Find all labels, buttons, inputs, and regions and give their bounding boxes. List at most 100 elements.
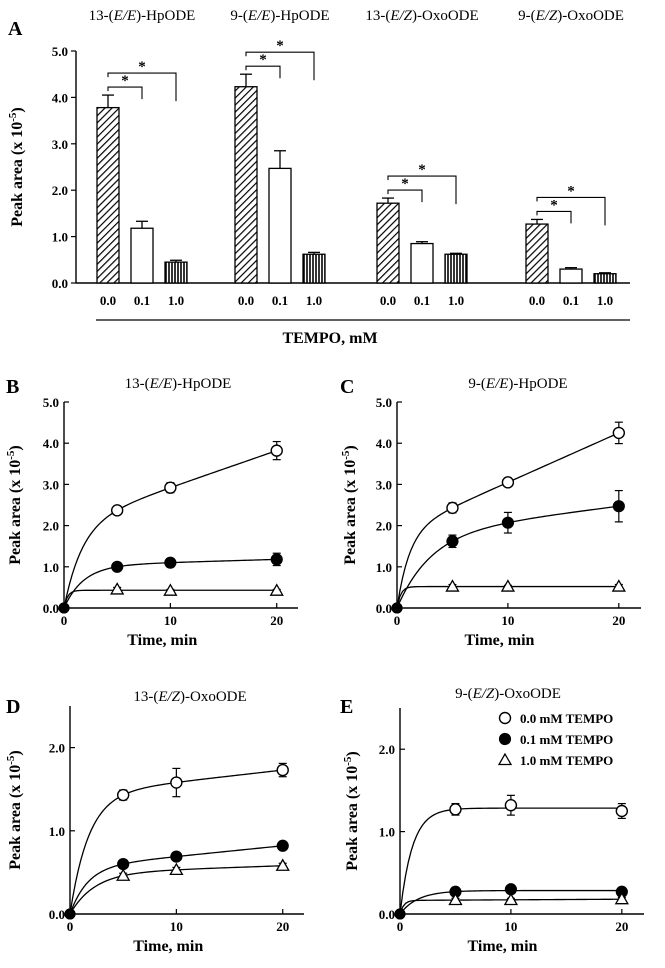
bar <box>559 268 583 284</box>
legend-label: 1.0 mM TEMPO <box>520 753 613 768</box>
category-label: 0.0 <box>100 293 116 308</box>
x-tick-label: 10 <box>501 613 514 628</box>
bar <box>96 106 120 284</box>
point-open-triangle <box>500 579 516 592</box>
category-label: 0.1 <box>134 293 150 308</box>
bar <box>593 273 617 284</box>
category-label: 1.0 <box>597 293 613 308</box>
point-open-triangle <box>503 892 519 906</box>
point-open-circle <box>116 788 130 802</box>
point-filled-circle <box>276 839 289 852</box>
x-tick-label: 10 <box>504 919 517 934</box>
series <box>64 839 289 920</box>
y-tick-label: 2.0 <box>379 742 395 757</box>
x-axis-label: Time, min <box>465 632 535 649</box>
legend: 0.0 mM TEMPO 0.1 mM TEMPO 1.0 mM TEMPO <box>497 711 613 768</box>
y-tick-label: 4.0 <box>52 90 68 105</box>
group-title: 13-(E/Z)-OxoODE <box>365 8 478 24</box>
x-tick-label: 20 <box>270 613 283 628</box>
point-filled-circle <box>117 857 130 871</box>
point-filled-circle <box>170 850 183 863</box>
bar <box>164 261 188 284</box>
panel-e: E 9-(E/Z)-OxoODE 0.0 1.0 2.0 0 10 20 Time, min Pe… <box>340 686 644 955</box>
panel-d: D 13-(E/Z)-OxoODE 0.0 1.0 2.0 0 10 20 Time, min P… <box>5 689 304 955</box>
point-open-circle <box>504 799 518 812</box>
category-label: 0.0 <box>529 293 545 308</box>
series <box>391 489 625 614</box>
point-origin <box>58 602 70 614</box>
category-label: 1.0 <box>448 293 464 308</box>
point-open-circle <box>615 804 629 818</box>
y-tick-label: 2.0 <box>43 519 59 534</box>
x-axis-label: Time, min <box>133 938 203 955</box>
legend-marker <box>497 752 513 766</box>
significance-bracket <box>107 86 143 100</box>
y-axis-label: Peak area (x 10-5) <box>5 750 24 870</box>
point-open-circle <box>501 476 515 489</box>
legend-marker <box>498 732 512 746</box>
bar-group: 13-(E/E)-HpODE 0.0 0.1 1.0 * * <box>89 8 196 308</box>
y-tick-label: 0.0 <box>379 907 395 922</box>
y-tick-label: 1.0 <box>49 824 65 839</box>
panel-label-d: D <box>6 696 20 718</box>
point-open-triangle <box>497 752 513 766</box>
y-tick-label: 1.0 <box>52 230 68 245</box>
y-tick-label: 1.0 <box>43 560 59 575</box>
point-open-circle <box>276 763 289 777</box>
bar <box>444 253 468 284</box>
point-filled-circle <box>612 500 625 513</box>
category-label: 0.1 <box>563 293 579 308</box>
point-origin <box>64 908 76 920</box>
point-filled-circle <box>446 535 459 548</box>
significance-star: * <box>550 197 558 213</box>
bar <box>525 223 549 284</box>
point-open-triangle <box>163 583 178 596</box>
panel-label-b: B <box>6 376 19 398</box>
bar-group: 13-(E/Z)-OxoODE 0.0 0.1 1.0 * * <box>365 8 478 308</box>
category-label: 1.0 <box>306 293 322 308</box>
bar-group: 9-(E/E)-HpODE 0.0 0.1 1.0 * * <box>230 8 329 308</box>
panel-title: 9-(E/E)-HpODE <box>468 376 567 392</box>
x-axis-label: Time, min <box>468 938 538 955</box>
point-filled-circle <box>164 556 177 569</box>
x-tick-label: 10 <box>170 919 183 934</box>
x-tick-label: 20 <box>615 919 628 934</box>
point-filled-circle <box>270 553 283 566</box>
category-label: 0.1 <box>414 293 430 308</box>
category-label: 0.0 <box>380 293 396 308</box>
point-open-triangle <box>110 582 125 595</box>
x-tick-label: 10 <box>164 613 177 628</box>
bar <box>234 86 258 284</box>
point-filled-circle <box>501 516 515 529</box>
panel-b: B 13-(E/E)-HpODE 0.0 1.0 2.0 3.0 4.0 5.0 0 10 20 Ti… <box>5 376 298 649</box>
x-tick-label: 0 <box>397 919 404 934</box>
significance-star: * <box>121 73 129 89</box>
y-tick-label: 4.0 <box>376 436 392 451</box>
significance-bracket <box>245 65 281 79</box>
category-label: 1.0 <box>168 293 184 308</box>
bar <box>376 202 400 284</box>
panel-a: A 0.0 1.0 2.0 3.0 4.0 5.0 Peak area (x 10-5) 13-… <box>7 8 630 347</box>
y-tick-label: 2.0 <box>376 519 392 534</box>
y-tick-label: 2.0 <box>52 183 68 198</box>
significance-bracket <box>107 72 177 102</box>
point-origin <box>391 602 403 614</box>
x-tick-label: 0 <box>61 613 68 628</box>
x-axis-label: Time, min <box>127 632 197 649</box>
significance-star: * <box>259 52 267 68</box>
significance-star: * <box>276 38 284 54</box>
point-open-circle <box>270 444 283 457</box>
series <box>64 762 289 920</box>
point-open-triangle <box>275 858 290 871</box>
panel-label-a: A <box>8 18 23 40</box>
bar <box>410 242 434 284</box>
y-tick-label: 5.0 <box>52 44 68 59</box>
y-tick-label: 0.0 <box>52 276 68 291</box>
bar <box>130 227 154 284</box>
point-open-circle <box>170 776 183 789</box>
y-tick-label: 5.0 <box>43 395 59 410</box>
series <box>58 582 284 614</box>
y-axis-label: Peak area (x 10-5) <box>5 445 24 565</box>
point-open-circle <box>612 426 626 440</box>
